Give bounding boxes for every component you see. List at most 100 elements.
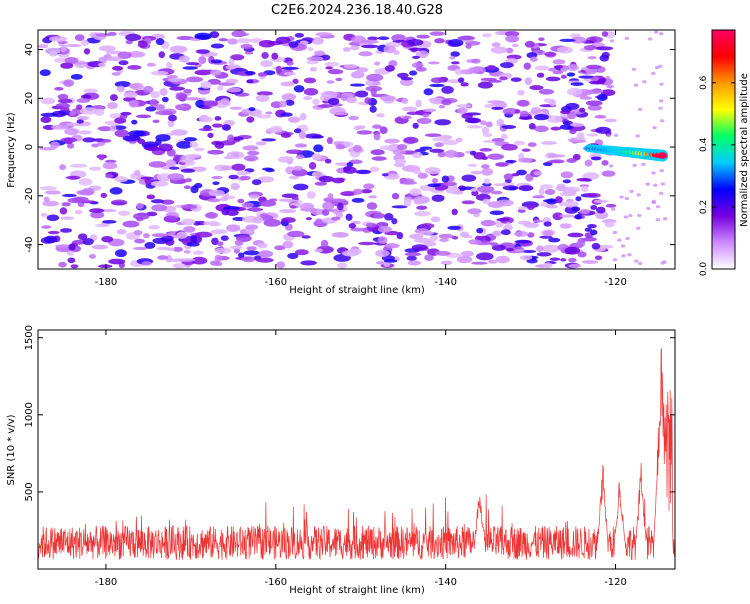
spectrogram-cell [536, 245, 544, 252]
spectrogram-cell [303, 96, 312, 101]
chart-title: C2E6.2024.236.18.40.G28 [271, 3, 443, 18]
spectrogram-cell [238, 252, 245, 258]
spectrogram-cell [243, 250, 260, 256]
spectrogram-cell [629, 189, 634, 193]
spectrogram-cell [233, 247, 240, 254]
spectrogram-cell [211, 123, 224, 128]
spectrogram-cell [376, 113, 385, 118]
spectrogram-cell [545, 51, 556, 58]
spectrogram-cell [413, 169, 422, 175]
spectrogram-cell [64, 57, 79, 64]
spectrogram-cell [298, 131, 307, 140]
spectrogram-cell [146, 62, 156, 67]
spectrogram-cell [54, 244, 71, 248]
spectrogram-cell [391, 34, 406, 42]
spectrogram-cell [146, 194, 156, 200]
spectrogram-cell [281, 66, 299, 71]
spectrogram-cell [155, 110, 174, 116]
spectrogram-cell [383, 259, 398, 263]
spectrogram-cell [248, 194, 260, 199]
spectrogram-cell [539, 184, 554, 190]
spectrogram-cell [246, 116, 255, 123]
spectrogram-cell [312, 98, 320, 106]
spectrogram-cell [60, 44, 67, 53]
spectrogram-cell [342, 47, 351, 52]
spectrogram-cell [486, 64, 497, 71]
colorbar-label: Normalized spectral amplitude [739, 73, 750, 227]
spectrogram-cell [128, 130, 146, 137]
spectrogram-cell [351, 197, 365, 203]
spectrogram-cell [538, 187, 545, 196]
spectrogram-cell [76, 104, 83, 110]
spectrogram-cell [175, 104, 183, 111]
spectrogram-cell [632, 163, 637, 167]
spectrogram-cell [210, 229, 228, 234]
spectrogram-cell [659, 32, 664, 36]
spectrogram-cell [192, 250, 204, 255]
spectrogram-cell [74, 60, 87, 69]
spectrogram-cell [532, 195, 545, 199]
spectrogram-cell [80, 94, 92, 99]
spectrogram-cell [341, 250, 360, 257]
spectrogram-cell [428, 97, 444, 103]
spectrogram-cell [197, 220, 206, 226]
spectrogram-cell [414, 200, 424, 205]
spectrogram-cell [587, 55, 597, 60]
colorbar-tick-label: 0.4 [699, 137, 709, 152]
spectrogram-cell [308, 162, 317, 170]
spectrogram-cell [434, 142, 444, 148]
spectrogram-cell [371, 156, 387, 161]
spectrogram-cell [151, 233, 168, 238]
spectrogram-cell [107, 102, 118, 110]
spectrogram-cell [227, 134, 235, 143]
spectrogram-cell [155, 104, 166, 111]
spectrogram-cell [65, 175, 81, 180]
spectrogram-cell [293, 183, 309, 191]
spectrogram-cell [487, 259, 498, 264]
spectrogram-cell [560, 171, 574, 179]
spectrogram-cell [280, 112, 293, 117]
spectrogram-cell [646, 206, 651, 211]
spectrogram-cell [500, 229, 511, 236]
spectrogram-cell [412, 122, 419, 129]
spectrogram-cell [601, 170, 616, 177]
y-tick-label: 1500 [24, 325, 35, 350]
snr-series [37, 348, 676, 561]
spectrogram-cell [466, 125, 483, 129]
spectrogram-cell [517, 206, 528, 211]
spectrogram-y-ticks: -40 -20 0 20 40 [24, 43, 675, 253]
spectrogram-cell [552, 212, 564, 221]
spectrogram-cell [391, 218, 398, 225]
spectrogram-cell [394, 158, 407, 166]
spectrogram-cell [183, 250, 191, 254]
spectrogram-cell [183, 137, 198, 142]
spectrogram-cell [83, 48, 91, 55]
spectrogram-cell [566, 87, 583, 96]
spectrogram-cell [293, 128, 302, 134]
spectrogram-cell [205, 211, 218, 219]
spectrogram-cell [645, 182, 650, 186]
spectrogram-cell [89, 166, 102, 171]
spectrogram-cell [287, 116, 301, 123]
spectrogram-cell [397, 72, 409, 79]
spectrogram-cell [356, 67, 369, 73]
spectrogram-cell [137, 138, 146, 145]
spectrogram-frame [37, 29, 676, 270]
spectrogram-cell [167, 173, 185, 181]
spectrogram-cell [275, 36, 291, 45]
spectrogram-cell [567, 232, 584, 238]
spectrogram-cell [501, 143, 518, 151]
spectrogram-cell [430, 77, 445, 84]
spectrogram-cell [218, 38, 228, 42]
spectrogram-cell [177, 258, 196, 262]
spectrogram-cell [292, 165, 304, 171]
spectrogram-cell [461, 200, 475, 205]
spectrogram-cell [143, 85, 154, 93]
spectrogram-cell [311, 153, 322, 161]
spectrogram-cell [294, 32, 304, 38]
spectrogram-cell [148, 161, 167, 168]
spectrogram-cell [172, 263, 186, 269]
spectrogram-cell [275, 65, 283, 74]
spectrogram-cell [416, 117, 432, 124]
spectrogram-cell [377, 225, 392, 233]
